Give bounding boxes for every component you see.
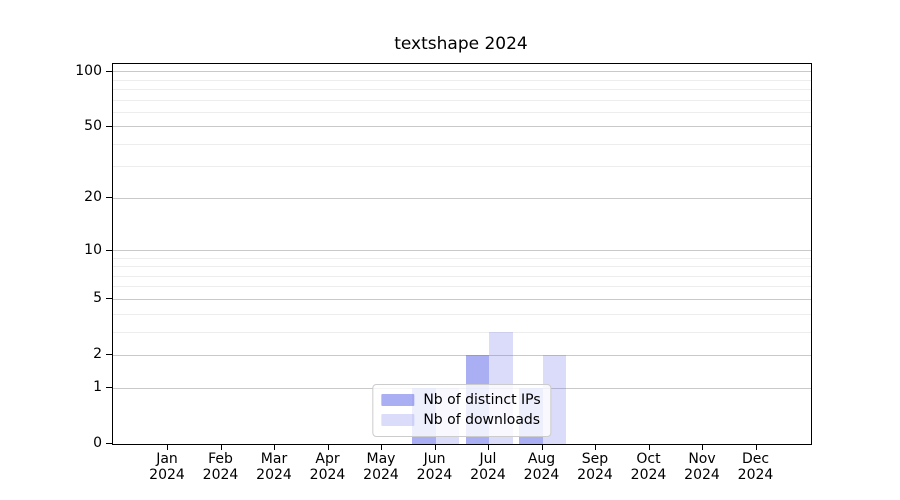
x-tick-label: Nov 2024	[670, 451, 734, 483]
gridline-minor	[113, 275, 811, 277]
x-tick-label: Jun 2024	[403, 451, 467, 483]
x-tick-label-year: 2024	[256, 467, 292, 483]
x-tick-mark	[702, 445, 703, 450]
x-tick-label-month: Nov	[688, 451, 716, 467]
x-tick-label-month: Dec	[741, 451, 770, 467]
gridline-major	[113, 197, 811, 199]
x-tick-mark	[381, 445, 382, 450]
gridline-major	[113, 250, 811, 252]
gridline-major	[113, 354, 811, 356]
x-tick-label-month: Apr	[315, 451, 340, 467]
y-tick-mark	[106, 354, 112, 356]
gridline-minor	[113, 286, 811, 288]
x-tick-mark	[327, 445, 329, 450]
x-tick-mark	[220, 445, 222, 450]
y-tick-label: 50	[84, 117, 102, 134]
x-tick-label-month: Jun	[423, 451, 446, 467]
legend-label-downloads: Nb of downloads	[423, 412, 541, 428]
x-tick-label-month: Feb	[208, 451, 233, 467]
x-tick-label-month: Mar	[260, 451, 288, 467]
legend-swatch-downloads	[381, 414, 415, 426]
x-tick-mark	[648, 445, 650, 450]
x-tick-label-year: 2024	[630, 467, 667, 483]
x-tick-label-year: 2024	[416, 467, 453, 483]
y-tick-label: 2	[93, 346, 102, 363]
gridline-minor	[113, 79, 811, 81]
gridline-minor	[113, 331, 811, 333]
x-tick-mark	[167, 445, 168, 450]
x-tick-label: Feb 2024	[189, 451, 253, 483]
x-tick-label-month: Sep	[581, 451, 609, 467]
y-tick-mark	[106, 125, 112, 127]
x-tick-label-year: 2024	[363, 467, 399, 483]
legend-label-distinct-ips: Nb of distinct IPs	[423, 392, 541, 408]
chart-title: textshape 2024	[394, 34, 528, 54]
gridline-major	[113, 71, 811, 73]
legend-item-downloads: Nb of downloads	[381, 410, 540, 430]
gridline-major	[113, 298, 811, 300]
gridline-minor	[113, 99, 811, 101]
x-tick-label-year: 2024	[577, 467, 613, 483]
gridline-minor	[113, 111, 811, 113]
plot-area: Nb of distinct IPs Nb of downloads	[112, 63, 812, 445]
x-tick-label: May 2024	[349, 451, 413, 483]
y-tick-mark	[106, 387, 112, 389]
x-tick-mark	[755, 445, 757, 450]
x-tick-label: Dec 2024	[724, 451, 788, 483]
x-tick-label-year: 2024	[149, 467, 185, 483]
y-tick-label: 100	[75, 62, 102, 79]
x-tick-label-month: Jan	[156, 451, 178, 467]
x-tick-label: Jan 2024	[135, 451, 199, 483]
x-tick-mark	[274, 445, 275, 450]
gridline-minor	[113, 313, 811, 315]
x-tick-label: Oct 2024	[617, 451, 681, 483]
x-tick-label-year: 2024	[737, 467, 774, 483]
x-tick-label-month: Aug	[527, 451, 556, 467]
x-tick-label-month: Oct	[636, 451, 661, 467]
x-tick-label-month: Jul	[479, 451, 497, 467]
x-tick-label: Sep 2024	[563, 451, 627, 483]
x-tick-label: Mar 2024	[242, 451, 306, 483]
y-tick-mark	[106, 197, 112, 199]
gridline-minor	[113, 266, 811, 268]
gridline-minor	[113, 166, 811, 168]
x-tick-label: Aug 2024	[510, 451, 574, 483]
y-tick-mark	[106, 70, 112, 72]
y-tick-mark	[106, 443, 112, 444]
x-tick-label-year: 2024	[523, 467, 560, 483]
y-tick-mark	[106, 249, 112, 251]
x-tick-mark	[488, 445, 489, 450]
x-tick-label: Jul 2024	[456, 451, 520, 483]
gridline-minor	[113, 88, 811, 90]
y-tick-label: 0	[93, 435, 102, 451]
y-tick-label: 1	[93, 379, 102, 396]
y-tick-label: 5	[93, 290, 102, 307]
x-tick-mark	[595, 445, 596, 450]
x-tick-label: Apr 2024	[296, 451, 360, 483]
x-tick-label-month: May	[366, 451, 396, 467]
x-tick-label-year: 2024	[202, 467, 239, 483]
x-tick-label-year: 2024	[470, 467, 506, 483]
y-tick-label: 10	[84, 241, 102, 258]
y-tick-label: 20	[84, 189, 102, 206]
y-tick-mark	[106, 298, 112, 300]
gridline-minor	[113, 257, 811, 259]
legend-item-distinct-ips: Nb of distinct IPs	[381, 390, 541, 410]
gridline-major	[113, 126, 811, 128]
x-tick-label-year: 2024	[309, 467, 346, 483]
x-tick-label-year: 2024	[684, 467, 720, 483]
x-tick-mark	[434, 445, 436, 450]
gridline-minor	[113, 143, 811, 145]
x-tick-mark	[541, 445, 543, 450]
legend-swatch-distinct-ips	[381, 394, 415, 406]
legend: Nb of distinct IPs Nb of downloads	[372, 384, 552, 437]
